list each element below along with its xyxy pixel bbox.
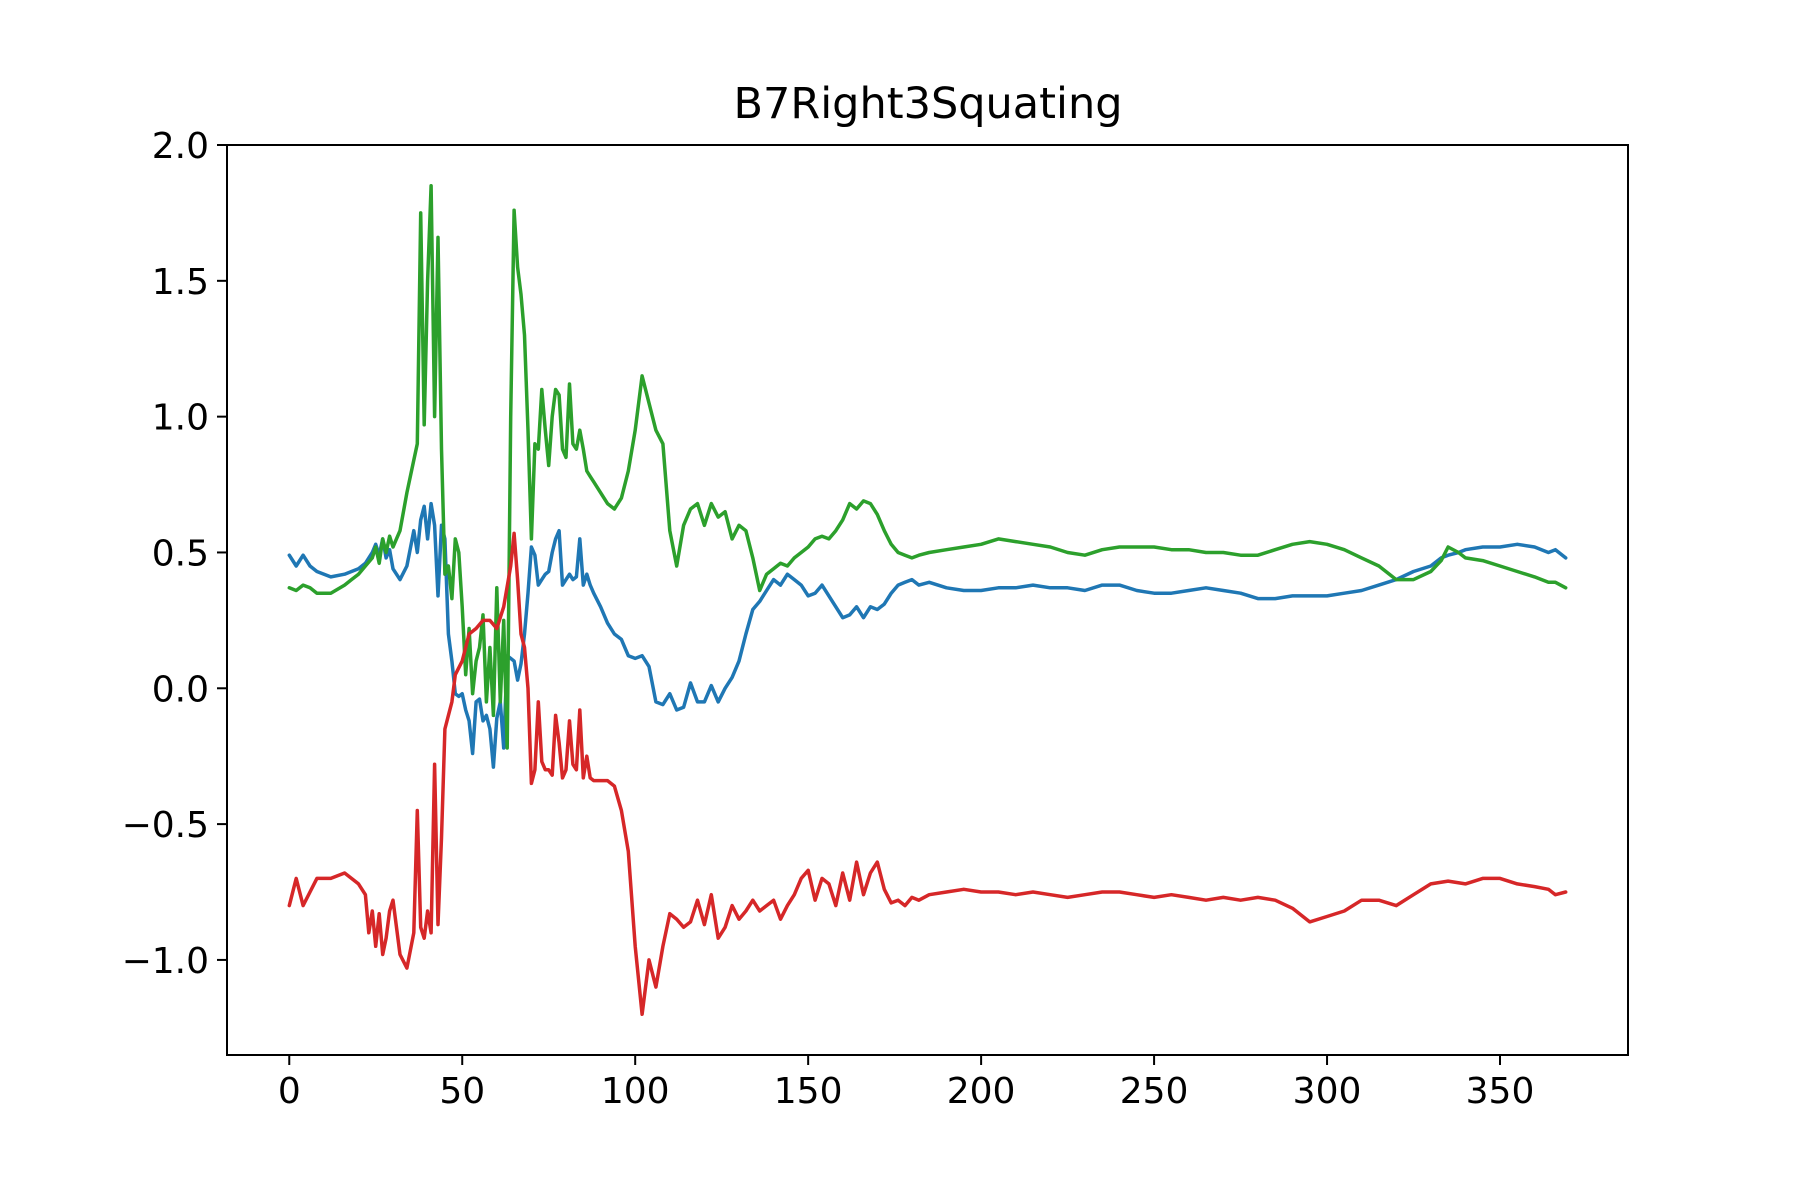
y-tick-label: 1.5 <box>152 262 209 303</box>
series-layer <box>287 183 1568 1017</box>
y-tick-label: −1.0 <box>122 941 209 982</box>
plot-frame <box>226 144 1629 1056</box>
y-tick-label: −0.5 <box>122 805 209 846</box>
x-tick-label: 200 <box>947 1071 1016 1112</box>
x-tick-label: 300 <box>1293 1071 1362 1112</box>
x-axis: 0 50 100 150 200 250 300 350 <box>278 1055 1535 1112</box>
series-line-3 <box>287 531 1568 1017</box>
y-tick-label: 0.5 <box>152 533 209 574</box>
chart-title: B7Right3Squating <box>734 79 1123 129</box>
y-axis: −1.0 −0.5 0.0 0.5 1.0 1.5 2.0 <box>122 126 227 982</box>
series-line-2 <box>287 183 1568 750</box>
x-tick-label: 0 <box>278 1071 301 1112</box>
series-line-1 <box>287 501 1568 769</box>
x-tick-label: 100 <box>601 1071 670 1112</box>
x-tick-label: 250 <box>1120 1071 1189 1112</box>
x-tick-label: 350 <box>1466 1071 1535 1112</box>
y-tick-label: 1.0 <box>152 398 209 439</box>
y-tick-label: 2.0 <box>152 126 209 167</box>
y-tick-label: 0.0 <box>152 669 209 710</box>
x-tick-label: 50 <box>439 1071 485 1112</box>
x-tick-label: 150 <box>774 1071 843 1112</box>
